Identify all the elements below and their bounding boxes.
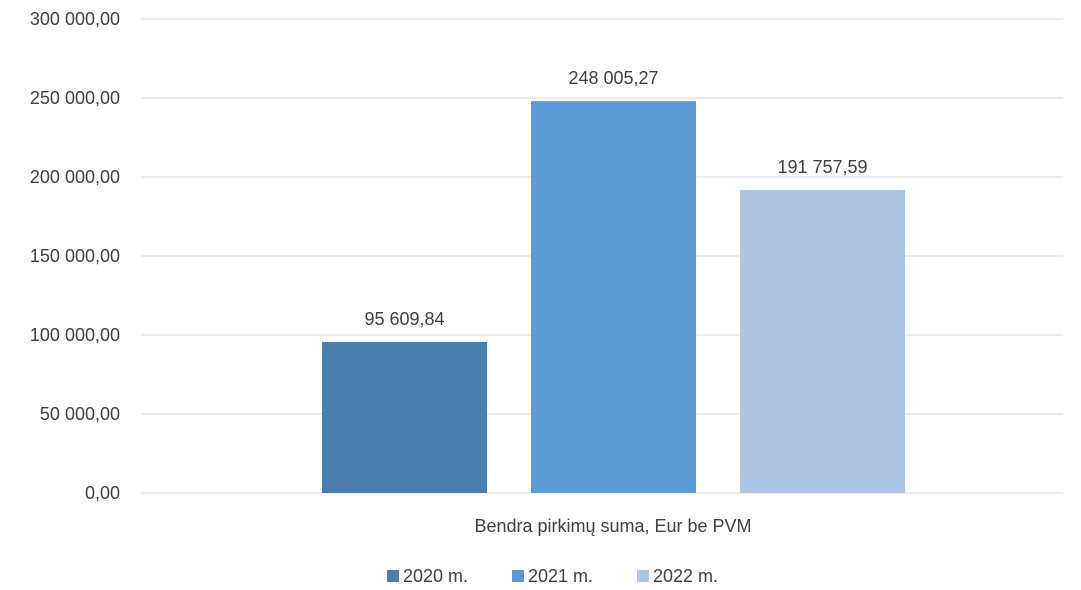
legend-label: 2021 m.	[528, 566, 593, 586]
legend-label: 2020 m.	[403, 566, 468, 586]
x-category-label: Bendra pirkimų suma, Eur be PVM	[474, 516, 751, 536]
y-tick-label: 300 000,00	[30, 9, 120, 29]
y-axis-tick-labels: 0,00 50 000,00 100 000,00 150 000,00 200 000…	[30, 9, 120, 503]
data-labels: 95 609,84 248 005,27 191 757,59	[364, 68, 867, 329]
legend-swatch	[637, 570, 649, 582]
bar-data-label: 248 005,27	[568, 68, 658, 88]
y-tick-label: 0,00	[85, 483, 120, 503]
bar-3	[740, 190, 905, 493]
legend: 2020 m. 2021 m. 2022 m.	[387, 566, 718, 586]
bars	[322, 101, 905, 493]
y-tick-label: 200 000,00	[30, 167, 120, 187]
bar-data-label: 191 757,59	[777, 157, 867, 177]
y-tick-label: 150 000,00	[30, 246, 120, 266]
bar-data-label: 95 609,84	[364, 309, 444, 329]
y-tick-label: 250 000,00	[30, 88, 120, 108]
legend-swatch	[512, 570, 524, 582]
bar-2	[531, 101, 696, 493]
legend-label: 2022 m.	[653, 566, 718, 586]
bar-1	[322, 341, 487, 493]
y-tick-label: 100 000,00	[30, 325, 120, 345]
legend-swatch	[387, 570, 399, 582]
y-tick-label: 50 000,00	[40, 404, 120, 424]
